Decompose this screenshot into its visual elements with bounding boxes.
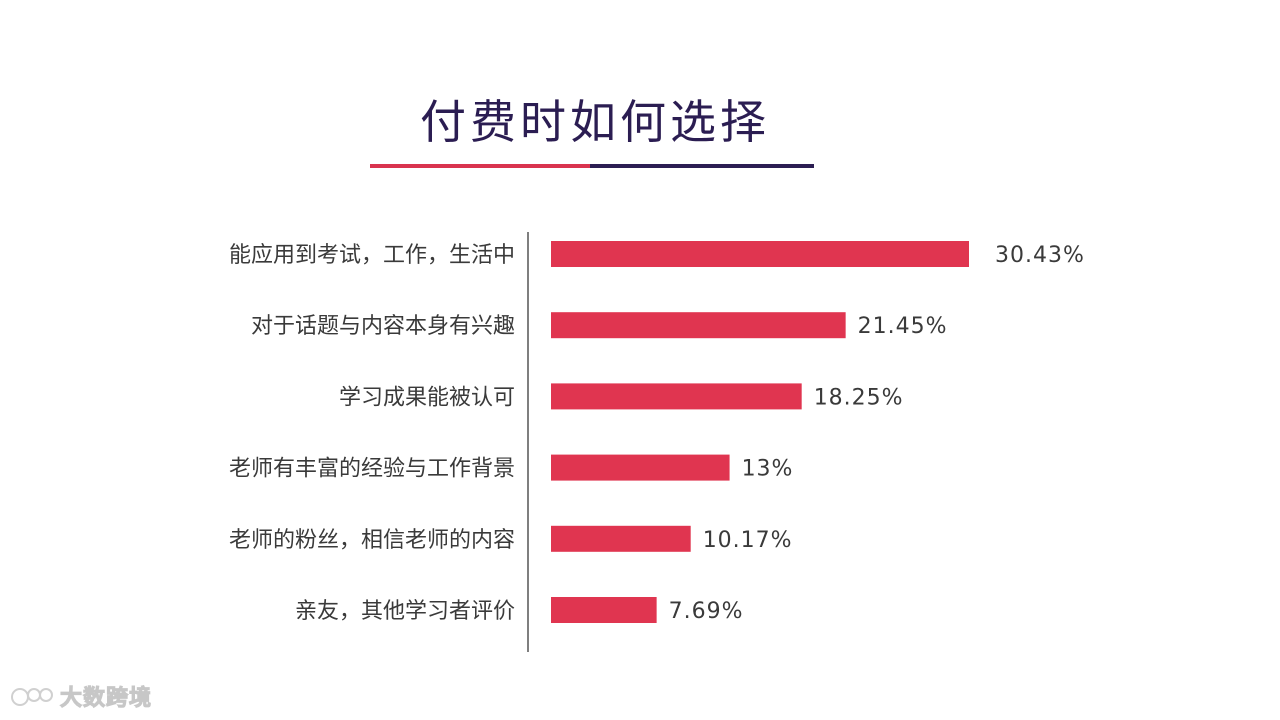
data-label: 30.43% — [995, 243, 1085, 268]
category-label: 对于话题与内容本身有兴趣 — [251, 314, 515, 339]
category-label: 学习成果能被认可 — [339, 385, 515, 410]
title-underline-red — [370, 164, 590, 168]
bar — [551, 454, 730, 481]
chart-title: 付费时如何选择 — [420, 95, 770, 149]
bar — [551, 383, 802, 410]
bar — [551, 312, 846, 339]
data-label: 13% — [742, 457, 794, 482]
bar — [551, 525, 691, 552]
watermark-text: 大数跨境 — [59, 686, 153, 712]
category-label: 老师有丰富的经验与工作背景 — [229, 457, 515, 482]
bar — [551, 241, 969, 267]
data-label: 18.25% — [814, 385, 904, 410]
logo-icon — [11, 688, 53, 706]
category-label: 老师的粉丝，相信老师的内容 — [229, 528, 515, 553]
bar — [551, 597, 657, 623]
data-label: 21.45% — [858, 314, 948, 339]
watermark: 大数跨境 — [10, 680, 152, 712]
category-label: 亲友，其他学习者评价 — [295, 599, 515, 624]
data-label: 10.17% — [703, 528, 793, 553]
category-label: 能应用到考试，工作，生活中 — [229, 243, 515, 268]
title-underline-navy — [590, 164, 814, 168]
data-label: 7.69% — [669, 599, 744, 624]
